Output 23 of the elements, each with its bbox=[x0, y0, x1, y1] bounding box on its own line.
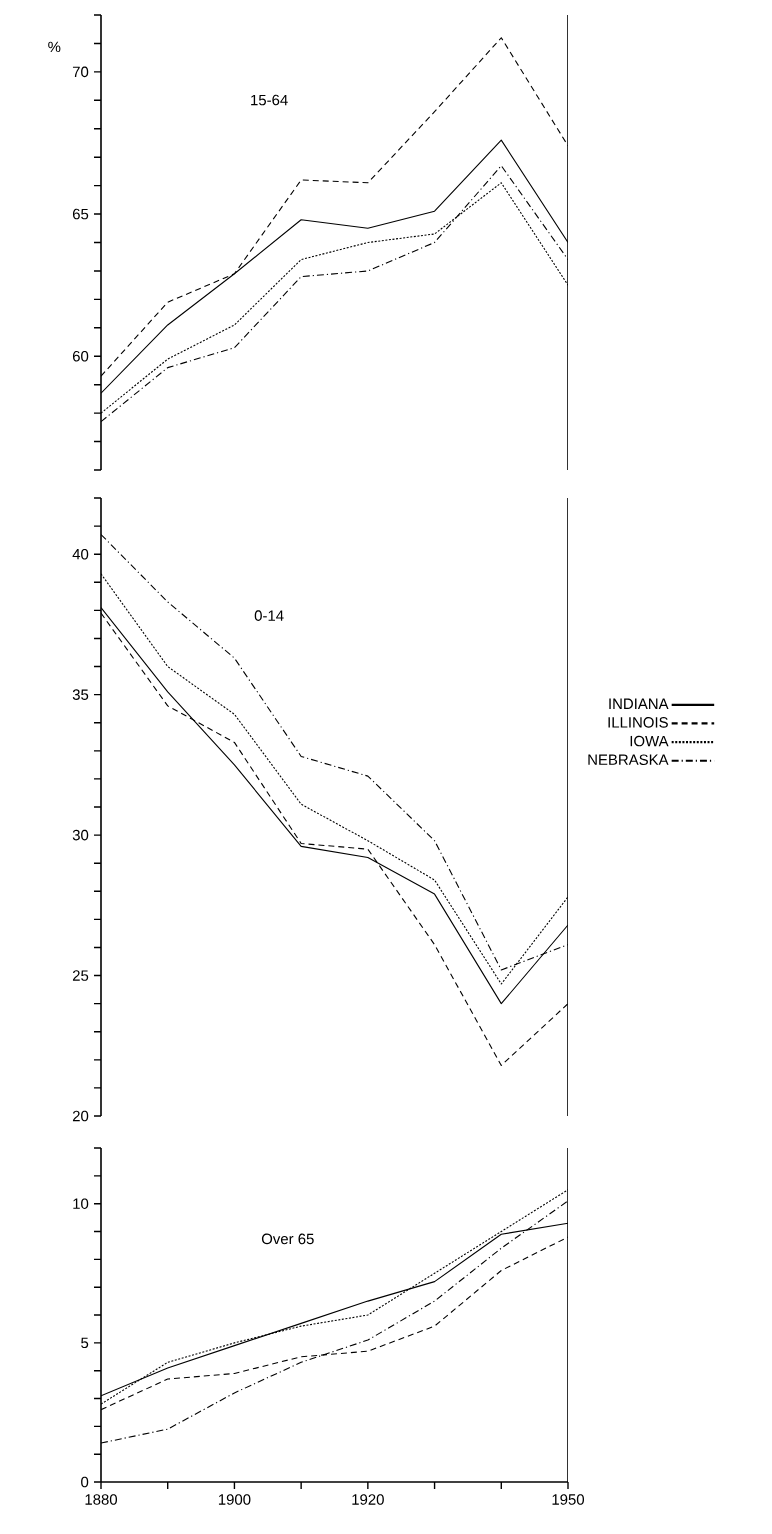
y-tick-label: 5 bbox=[81, 1337, 89, 1349]
text: 15-64 bbox=[251, 94, 288, 106]
legend-label: ILLINOIS bbox=[608, 717, 668, 728]
y-tick-label: 20 bbox=[72, 1110, 89, 1122]
y-tick-label: 25 bbox=[72, 970, 89, 981]
y-tick-label: 40 bbox=[72, 548, 89, 560]
y-tick-label: 60 bbox=[72, 350, 89, 362]
y-tick-label: 10 bbox=[73, 1198, 89, 1209]
x-tick-label: 1920 bbox=[352, 1494, 384, 1505]
legend-label: INDIANA bbox=[609, 698, 669, 709]
legend-label: NEBRASKA bbox=[588, 754, 669, 766]
y-tick-label: 0 bbox=[81, 1476, 89, 1488]
text: 0-14 bbox=[254, 610, 284, 621]
x-tick-label: 1900 bbox=[218, 1494, 251, 1505]
y-tick-label: 65 bbox=[72, 208, 89, 220]
y-tick-label: 30 bbox=[72, 829, 89, 841]
y-axis-title: % bbox=[48, 41, 61, 53]
legend-label: IOWA bbox=[630, 735, 669, 747]
x-tick-label: 1950 bbox=[552, 1494, 585, 1505]
y-tick-label: 35 bbox=[72, 689, 89, 700]
text: Over 65 bbox=[261, 1233, 314, 1245]
y-tick-label: 70 bbox=[72, 66, 89, 78]
x-tick-label: 1880 bbox=[85, 1494, 118, 1505]
